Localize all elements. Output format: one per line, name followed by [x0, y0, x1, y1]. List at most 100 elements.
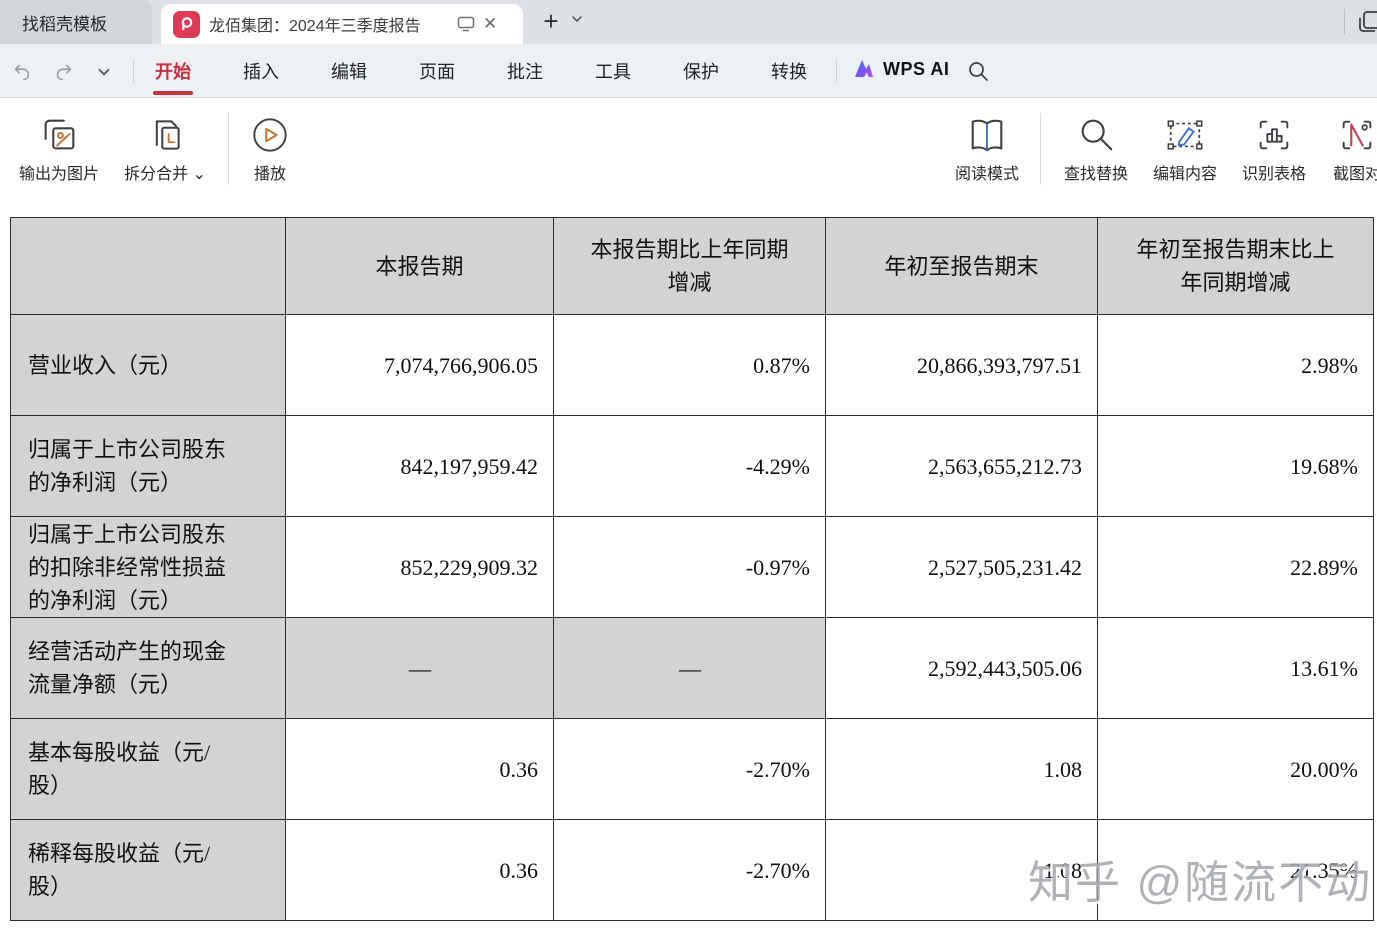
menu-items: 开始 插入 编辑 页面 批注 工具 保护 转换 [153, 44, 807, 97]
table-cell: 19.68% [1097, 415, 1374, 517]
play-icon [251, 111, 289, 159]
tab-list-chevron-icon[interactable] [570, 12, 584, 26]
screenshot-button[interactable]: 截图对 [1322, 111, 1377, 189]
tab-document[interactable]: 龙佰集团：2024年三季度报告 ✕ [161, 4, 523, 44]
toolbar: 输出为图片 拆分合并 ⌄ 播放 140.96% 1:1 [0, 99, 1377, 291]
menu-item-home[interactable]: 开始 [153, 58, 193, 95]
undo-icon[interactable] [10, 60, 34, 84]
table-row: 归属于上市公司股东 的扣除非经常性损益 的净利润（元） 852,229,909.… [10, 516, 1374, 618]
export-image-icon [38, 111, 80, 159]
table-cell: 2,592,443,505.06 [825, 617, 1098, 719]
header-empty [10, 217, 286, 315]
table-cell: 2.98% [1097, 314, 1374, 416]
menu-item-protect[interactable]: 保护 [683, 61, 719, 82]
table-cell: — [285, 617, 554, 719]
edit-content-icon [1164, 111, 1206, 159]
wps-ai-logo-icon [852, 57, 876, 81]
menu-item-page[interactable]: 页面 [419, 61, 455, 82]
document-tab-title: 龙佰集团：2024年三季度报告 [209, 18, 421, 35]
redo-icon[interactable] [52, 60, 76, 84]
play-label: 播放 [253, 166, 286, 183]
header-current-period: 本报告期 [285, 217, 554, 315]
split-merge-button[interactable]: 拆分合并 ⌄ [112, 111, 218, 189]
table-row: 稀释每股收益（元/ 股） 0.36 -2.70% 1.08 21.35% [10, 819, 1374, 921]
tab-close-icon[interactable]: ✕ [483, 14, 498, 33]
menu-bar: 开始 插入 编辑 页面 批注 工具 保护 转换 WPS AI [0, 44, 1377, 98]
split-merge-icon [145, 111, 185, 159]
screenshot-label: 截图对 [1332, 166, 1377, 183]
find-replace-icon [1076, 111, 1116, 159]
menu-item-edit[interactable]: 编辑 [331, 61, 367, 82]
table-header-row: 本报告期 本报告期比上年同期 增减 年初至报告期末 年初至报告期末比上 年同期增… [10, 217, 1374, 315]
header-ytd: 年初至报告期末 [825, 217, 1098, 315]
header-current-yoy: 本报告期比上年同期 增减 [553, 217, 826, 315]
table-row: 经营活动产生的现金 流量净额（元） — — 2,592,443,505.06 1… [10, 617, 1374, 719]
row-label: 营业收入（元） [10, 314, 286, 416]
play-button[interactable]: 播放 [239, 111, 301, 189]
toolbar-divider [228, 113, 229, 185]
window-layout-icon[interactable] [1356, 8, 1377, 36]
find-replace-label: 查找替换 [1063, 166, 1128, 183]
recognize-table-icon [1254, 111, 1294, 159]
tab-template-store[interactable]: 找稻壳模板 [0, 0, 152, 44]
table-cell: -4.29% [553, 415, 826, 517]
new-tab-button[interactable]: + [543, 5, 559, 36]
table-cell: 7,074,766,906.05 [285, 314, 554, 416]
table-row: 营业收入（元） 7,074,766,906.05 0.87% 20,866,39… [10, 314, 1374, 416]
recognize-table-label: 识别表格 [1241, 166, 1306, 183]
split-merge-label: 拆分合并 [124, 166, 189, 183]
row-label: 基本每股收益（元/ 股） [10, 718, 286, 820]
menu-divider [836, 59, 837, 83]
tab-template-label: 找稻壳模板 [22, 14, 107, 34]
row-label: 归属于上市公司股东 的扣除非经常性损益 的净利润（元） [10, 516, 286, 618]
find-replace-button[interactable]: 查找替换 [1055, 111, 1137, 189]
table-row: 归属于上市公司股东 的净利润（元） 842,197,959.42 -4.29% … [10, 415, 1374, 517]
header-ytd-yoy: 年初至报告期末比上 年同期增减 [1097, 217, 1374, 315]
table-cell: 1.08 [825, 819, 1098, 921]
undo-history-chevron-icon[interactable] [92, 60, 116, 84]
wps-ai-label: WPS AI [883, 58, 950, 79]
table-cell: -0.97% [553, 516, 826, 618]
read-mode-button[interactable]: 阅读模式 [946, 111, 1028, 189]
menu-item-tools[interactable]: 工具 [595, 61, 631, 82]
read-mode-icon [966, 111, 1008, 159]
table-cell: 22.89% [1097, 516, 1374, 618]
table-cell: 0.36 [285, 819, 554, 921]
export-image-label: 输出为图片 [18, 166, 99, 183]
export-image-button[interactable]: 输出为图片 [8, 111, 110, 189]
tab-bar: 找稻壳模板 龙佰集团：2024年三季度报告 ✕ + [0, 0, 1377, 44]
search-icon[interactable] [966, 59, 990, 83]
table-row: 基本每股收益（元/ 股） 0.36 -2.70% 1.08 20.00% [10, 718, 1374, 820]
table-cell: 0.36 [285, 718, 554, 820]
split-merge-label-wrap: 拆分合并 ⌄ [124, 166, 206, 183]
table-cell: 20,866,393,797.51 [825, 314, 1098, 416]
table-cell: 1.08 [825, 718, 1098, 820]
table-cell: 852,229,909.32 [285, 516, 554, 618]
financial-table: 本报告期 本报告期比上年同期 增减 年初至报告期末 年初至报告期末比上 年同期增… [10, 217, 1374, 921]
row-label: 稀释每股收益（元/ 股） [10, 819, 286, 921]
table-cell: 2,527,505,231.42 [825, 516, 1098, 618]
recognize-table-button[interactable]: 识别表格 [1233, 111, 1315, 189]
read-mode-label: 阅读模式 [954, 166, 1019, 183]
document-page: 本报告期 本报告期比上年同期 增减 年初至报告期末 年初至报告期末比上 年同期增… [0, 200, 1377, 934]
toolbar-divider [1040, 113, 1041, 185]
wps-ai-button[interactable]: WPS AI [852, 57, 949, 81]
table-cell: 0.87% [553, 314, 826, 416]
edit-content-label: 编辑内容 [1152, 166, 1217, 183]
table-cell: 21.35% [1097, 819, 1374, 921]
tabbar-divider [1344, 9, 1345, 35]
table-cell: — [553, 617, 826, 719]
edit-content-button[interactable]: 编辑内容 [1144, 111, 1226, 189]
table-cell: -2.70% [553, 819, 826, 921]
menu-item-comment[interactable]: 批注 [507, 61, 543, 82]
present-screen-icon[interactable] [455, 13, 477, 35]
menu-item-insert[interactable]: 插入 [243, 61, 279, 82]
table-cell: 2,563,655,212.73 [825, 415, 1098, 517]
screenshot-icon [1337, 111, 1377, 159]
menu-item-convert[interactable]: 转换 [771, 61, 807, 82]
table-cell: 20.00% [1097, 718, 1374, 820]
wps-pdf-logo-icon [173, 10, 200, 38]
row-label: 归属于上市公司股东 的净利润（元） [10, 415, 286, 517]
table-cell: 13.61% [1097, 617, 1374, 719]
watermark: 知乎 @随流不动 [1028, 857, 1373, 908]
